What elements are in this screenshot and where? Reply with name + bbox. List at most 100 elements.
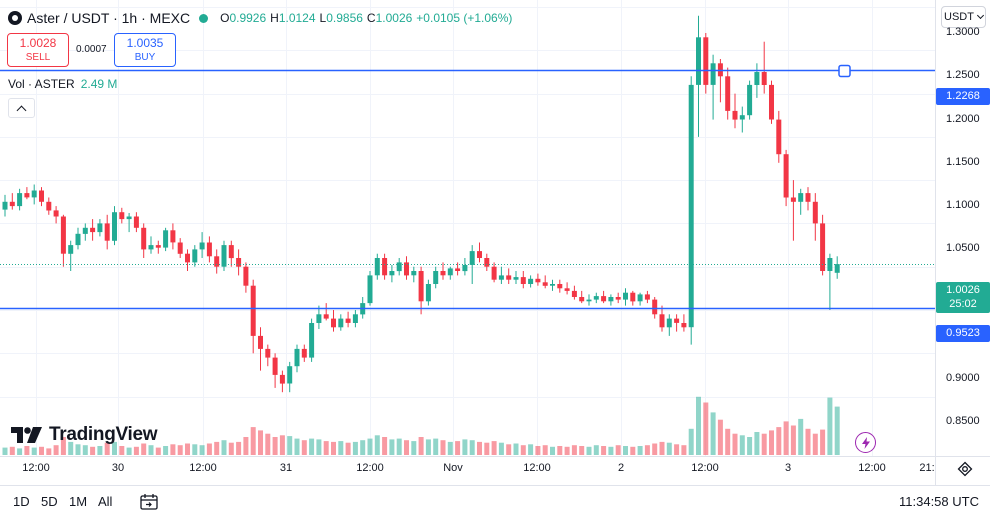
- volume-bar: [557, 446, 563, 455]
- volume-bar: [469, 440, 475, 455]
- current-price-label: 1.0026 25:02: [936, 282, 990, 313]
- volume-bar: [637, 446, 643, 455]
- collapse-legend-button[interactable]: [8, 98, 35, 118]
- candle-body: [462, 265, 468, 272]
- volume-bar: [615, 445, 621, 455]
- candle-body: [382, 258, 388, 276]
- ohlc-close-key: C: [366, 11, 376, 25]
- candle-body: [571, 290, 577, 297]
- volume-bar: [652, 443, 658, 455]
- volume-bar: [630, 446, 636, 455]
- volume-bar: [31, 447, 37, 455]
- volume-bar: [425, 439, 431, 455]
- candle-body: [754, 72, 760, 85]
- time-tick: 12:00: [691, 462, 719, 474]
- volume-bar: [769, 430, 774, 455]
- volume-bar: [221, 440, 227, 455]
- time-tick: 30: [111, 462, 125, 474]
- volume-legend: Vol · ASTER 2.49 M: [8, 77, 117, 91]
- candle-body: [477, 251, 482, 258]
- volume-bar: [535, 446, 541, 455]
- price-tick: 0.9000: [946, 372, 980, 384]
- candle-body: [46, 201, 52, 211]
- range-1d-button[interactable]: 1D: [13, 494, 30, 509]
- candle-body: [790, 197, 796, 202]
- volume-bar: [294, 438, 300, 455]
- currency-selector[interactable]: USDT: [941, 6, 986, 28]
- volume-bar: [214, 441, 220, 455]
- chart-settings-button[interactable]: [956, 460, 974, 478]
- candle-body: [228, 245, 234, 259]
- candle-body: [221, 245, 227, 267]
- volume-bar: [258, 430, 263, 455]
- upper-line-price-label[interactable]: 1.2268: [936, 88, 990, 105]
- volume-bar: [608, 446, 614, 455]
- range-5d-button[interactable]: 5D: [41, 494, 58, 509]
- candle-body: [309, 323, 315, 358]
- volume-bar: [644, 445, 650, 455]
- candle-body: [674, 318, 680, 323]
- range-all-button[interactable]: All: [98, 494, 113, 509]
- buy-button[interactable]: 1.0035 BUY: [114, 33, 176, 67]
- volume-bar: [586, 446, 592, 455]
- candle-body: [133, 216, 139, 228]
- candle-body: [163, 230, 169, 248]
- volume-bar: [550, 446, 555, 455]
- volume-bar: [790, 425, 796, 455]
- candle-body: [206, 242, 212, 257]
- volume-bar: [199, 445, 205, 455]
- tradingview-logo[interactable]: TradingView: [11, 424, 158, 446]
- ohlc-open-value: 0.9926: [229, 11, 267, 25]
- sell-button[interactable]: 1.0028 SELL: [7, 33, 69, 67]
- volume-bar: [345, 442, 351, 455]
- time-tick: 12:00: [523, 462, 551, 474]
- volume-bar: [272, 437, 278, 455]
- line-drag-handle[interactable]: [838, 64, 851, 78]
- volume-bar: [710, 412, 716, 455]
- volume-bar: [243, 437, 249, 455]
- volume-bar: [9, 446, 15, 455]
- ohlc-high-value: 1.0124: [278, 11, 316, 25]
- candle-body: [433, 271, 439, 284]
- time-tick: 2: [617, 462, 625, 474]
- sell-price: 1.0028: [19, 36, 57, 50]
- volume-bar: [112, 441, 117, 455]
- volume-bar: [433, 438, 439, 455]
- go-to-date-button[interactable]: [139, 493, 159, 511]
- chevron-down-icon: [976, 11, 985, 20]
- volume-label[interactable]: Vol · ASTER: [8, 77, 75, 91]
- ohlc-low-value: 0.9856: [326, 11, 363, 25]
- candle-body: [579, 297, 585, 302]
- volume-bar: [783, 421, 789, 455]
- candle-body: [447, 268, 453, 276]
- candle-body: [535, 278, 541, 283]
- candle-body: [798, 193, 804, 202]
- volume-bar: [623, 446, 628, 455]
- volume-bar: [564, 446, 570, 455]
- volume-bar: [827, 397, 833, 455]
- candle-body: [491, 266, 497, 280]
- candle-body: [601, 296, 607, 302]
- price-tick: 1.1000: [946, 199, 980, 211]
- volume-bar: [798, 418, 804, 455]
- volume-bar: [389, 439, 395, 455]
- volume-bar: [805, 428, 811, 455]
- candle-body: [323, 314, 329, 319]
- lower-line-price-label[interactable]: 0.9523: [936, 325, 990, 342]
- alert-button[interactable]: [855, 432, 876, 453]
- volume-bar: [447, 441, 453, 455]
- utc-clock[interactable]: 11:34:58 UTC: [899, 494, 979, 509]
- candle-body: [119, 212, 125, 220]
- volume-bar: [747, 437, 753, 455]
- volume-bar: [331, 441, 336, 455]
- candle-body: [520, 277, 526, 284]
- volume-bar: [367, 438, 373, 455]
- candle-body: [805, 193, 811, 202]
- symbol-title[interactable]: Aster / USDT · 1h · MEXC: [27, 10, 191, 26]
- candle-body: [404, 262, 409, 276]
- candle-body: [287, 366, 293, 384]
- range-1m-button[interactable]: 1M: [69, 494, 88, 509]
- bar-countdown: 25:02: [949, 298, 977, 310]
- volume-bar: [163, 446, 169, 455]
